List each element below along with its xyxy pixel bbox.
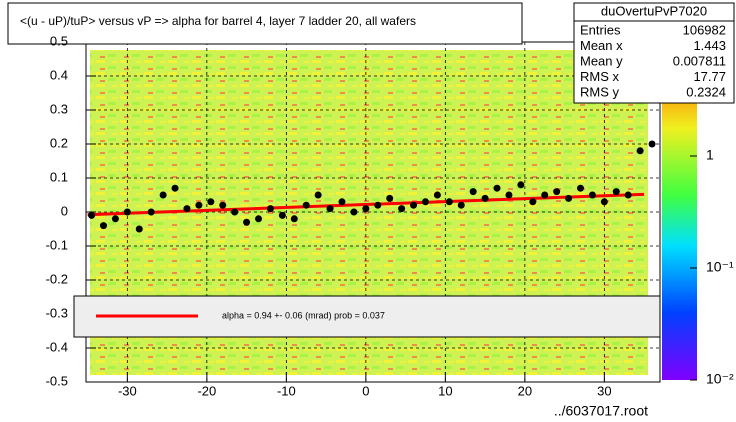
point (374, 201, 382, 209)
point (386, 194, 394, 202)
point (445, 198, 453, 206)
point (231, 208, 239, 216)
x-tick-label: 10 (438, 383, 452, 398)
x-tick-label: -30 (118, 383, 137, 398)
z-tick-label: 10⁻¹ (706, 259, 734, 275)
point (588, 191, 596, 199)
stat-label: RMS x (580, 69, 620, 84)
point (624, 191, 632, 199)
point (398, 205, 406, 213)
stat-value: 106982 (683, 22, 726, 37)
point (135, 225, 143, 233)
x-tick-label: 20 (518, 383, 532, 398)
point (350, 208, 358, 216)
title-box (7, 2, 523, 45)
point (207, 198, 215, 206)
point (576, 184, 584, 192)
y-tick-label: 0 (61, 203, 68, 218)
point (529, 198, 537, 206)
point (147, 208, 155, 216)
point (123, 208, 131, 216)
fit-line (87, 192, 645, 217)
y-tick-label: -0.5 (46, 373, 68, 388)
y-tick-label: -0.2 (46, 271, 68, 286)
z-tick-label: 10⁻² (706, 371, 734, 387)
point (219, 201, 227, 209)
point (493, 184, 501, 192)
y-tick-label: -0.4 (46, 339, 68, 354)
point (481, 194, 489, 202)
point (553, 188, 561, 196)
point (111, 215, 119, 223)
x-tick-label: 0 (362, 383, 369, 398)
point (171, 184, 179, 192)
y-tick-label: 0.5 (50, 33, 68, 48)
y-tick-label: 0.3 (50, 101, 68, 116)
z-tick-label: 1 (706, 147, 714, 163)
point (266, 205, 274, 213)
point (314, 191, 322, 199)
point (362, 205, 370, 213)
point (469, 188, 477, 196)
stats-box (573, 2, 735, 104)
point (290, 215, 298, 223)
point (410, 201, 418, 209)
point (183, 205, 191, 213)
point (433, 191, 441, 199)
point (195, 201, 203, 209)
point (648, 140, 656, 148)
footer: ../6037017.root (554, 403, 648, 419)
stat-label: Entries (580, 22, 621, 37)
point (612, 188, 620, 196)
point (421, 198, 429, 206)
point (326, 205, 334, 213)
point (600, 198, 608, 206)
point (565, 194, 573, 202)
point (338, 198, 346, 206)
stat-value: 1.443 (693, 38, 726, 53)
stat-label: RMS y (580, 84, 620, 99)
y-tick-label: 0.4 (50, 67, 68, 82)
point (255, 215, 263, 223)
point (302, 201, 310, 209)
point (243, 218, 251, 226)
stat-label: Mean y (580, 53, 623, 68)
point (457, 201, 465, 209)
stat-value: 17.77 (693, 69, 726, 84)
y-tick-label: 0.1 (50, 169, 68, 184)
point (505, 191, 513, 199)
point (541, 191, 549, 199)
y-tick-label: -0.3 (46, 305, 68, 320)
point (636, 147, 644, 155)
x-tick-label: 30 (597, 383, 611, 398)
chart-title: <(u - uP)/tuP> versus vP => alpha for ba… (20, 14, 416, 28)
point (517, 181, 525, 189)
stat-label: Mean x (580, 38, 623, 53)
legend-label: alpha = 0.94 +- 0.06 (mrad) prob = 0.037 (222, 310, 385, 320)
stats-name: duOvertuPvP7020 (601, 3, 707, 18)
point (159, 191, 167, 199)
stat-value: 0.2324 (686, 84, 726, 99)
point (278, 211, 286, 219)
point (99, 222, 107, 230)
point (88, 211, 96, 219)
y-tick-label: 0.2 (50, 135, 68, 150)
stat-value: 0.007811 (673, 53, 726, 68)
x-tick-label: -10 (277, 383, 296, 398)
x-tick-label: -20 (197, 383, 216, 398)
y-tick-label: -0.1 (46, 237, 68, 252)
